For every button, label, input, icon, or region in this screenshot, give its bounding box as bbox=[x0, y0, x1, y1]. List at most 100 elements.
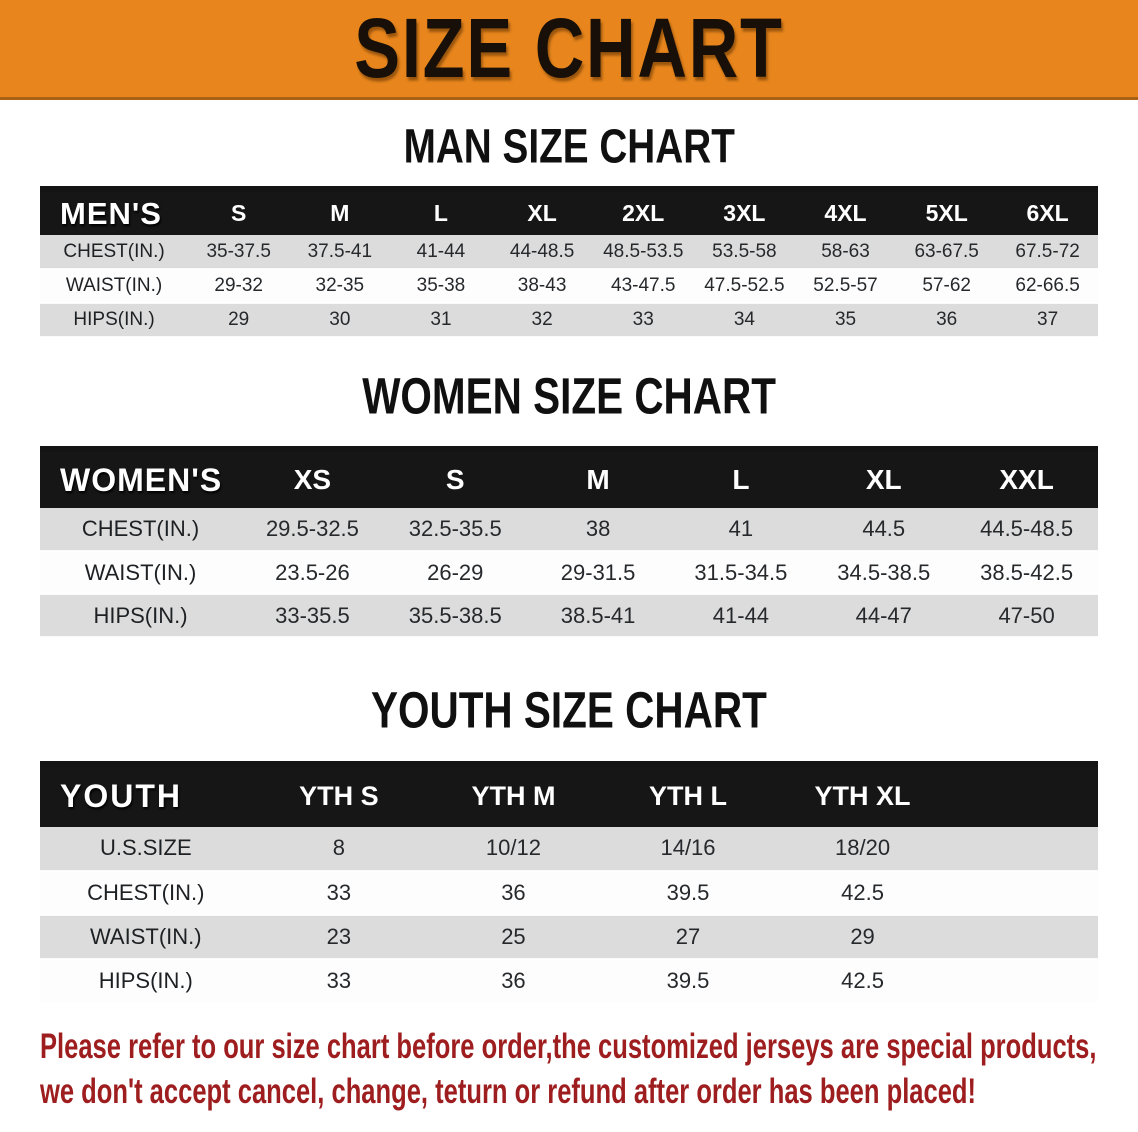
size-cell: 42.5 bbox=[841, 967, 884, 993]
size-column-header: YTH S bbox=[299, 781, 379, 812]
size-cell: 41 bbox=[728, 516, 754, 542]
size-cell: 33 bbox=[326, 967, 352, 993]
size-column-header: XL bbox=[865, 464, 902, 496]
size-cell: 57-62 bbox=[922, 275, 971, 297]
size-column-header: XL bbox=[527, 200, 557, 227]
size-cell: 38.5-41 bbox=[560, 602, 636, 628]
size-column-header: 2XL bbox=[622, 200, 665, 227]
size-cell: 38.5-42.5 bbox=[980, 559, 1074, 585]
size-cell: 30 bbox=[329, 309, 351, 331]
women-section-heading: WOMEN SIZE CHART bbox=[0, 367, 1138, 425]
row-label: HIPS(IN.) bbox=[93, 602, 188, 628]
row-label: HIPS(IN.) bbox=[73, 309, 155, 331]
table-title-cell: WOMEN'S bbox=[60, 461, 223, 498]
spacer-cell bbox=[950, 915, 1098, 959]
size-cell: 44-48.5 bbox=[509, 240, 575, 262]
size-column-header: M bbox=[330, 200, 350, 227]
size-column-header: S bbox=[445, 464, 465, 496]
row-label: CHEST(IN.) bbox=[63, 240, 165, 262]
size-cell: 35-38 bbox=[416, 275, 466, 297]
row-label: CHEST(IN.) bbox=[87, 879, 205, 905]
size-cell: 35 bbox=[834, 309, 857, 331]
row-label: WAIST(IN.) bbox=[89, 923, 202, 949]
table-header-row: MEN'S S M L XL 2XL 3XL 4XL 5XL 6XL bbox=[40, 189, 1098, 236]
youth-section-heading-text: YOUTH SIZE CHART bbox=[371, 681, 767, 740]
row-label: U.S.SIZE bbox=[99, 835, 192, 861]
size-cell: 29-31.5 bbox=[560, 559, 636, 585]
spacer-cell bbox=[950, 959, 1098, 1003]
size-cell: 33 bbox=[632, 309, 654, 331]
size-cell: 53.5-58 bbox=[712, 240, 777, 262]
size-cell: 10/12 bbox=[485, 835, 541, 861]
size-cell: 44.5 bbox=[862, 516, 906, 542]
size-column-header: YTH L bbox=[649, 781, 727, 812]
disclaimer-note: Please refer to our size chart before or… bbox=[40, 1024, 1138, 1114]
men-section-heading: MAN SIZE CHART bbox=[0, 121, 1138, 172]
size-cell: 38 bbox=[585, 516, 611, 542]
size-cell: 36 bbox=[501, 967, 526, 993]
size-cell: 26-29 bbox=[427, 559, 484, 585]
size-cell: 29-32 bbox=[214, 275, 263, 297]
size-cell: 32-35 bbox=[315, 275, 365, 297]
table-row: HIPS(IN.) 29 30 31 32 33 34 35 36 37 bbox=[40, 303, 1098, 338]
size-cell: 23 bbox=[326, 923, 352, 949]
youth-section-heading: YOUTH SIZE CHART bbox=[0, 681, 1138, 740]
size-cell: 8 bbox=[332, 835, 345, 861]
table-title-cell: YOUTH bbox=[60, 778, 182, 815]
table-row: U.S.SIZE 8 10/12 14/16 18/20 bbox=[40, 826, 1098, 871]
size-column-header: 4XL bbox=[824, 200, 867, 227]
size-column-header: 3XL bbox=[723, 200, 766, 227]
size-cell: 18/20 bbox=[835, 835, 891, 861]
size-column-header: M bbox=[586, 464, 610, 496]
size-cell: 37 bbox=[1037, 309, 1059, 331]
size-cell: 33 bbox=[326, 879, 352, 905]
size-cell: 33-35.5 bbox=[275, 602, 350, 628]
size-column-header: 6XL bbox=[1026, 200, 1069, 227]
size-column-header: YTH XL bbox=[814, 781, 911, 812]
size-cell: 32 bbox=[531, 309, 553, 331]
table-row: WAIST(IN.) 23.5-26 26-29 29-31.5 31.5-34.5 34… bbox=[40, 551, 1098, 595]
size-cell: 36 bbox=[936, 309, 958, 331]
women-section-heading-text: WOMEN SIZE CHART bbox=[362, 367, 776, 425]
size-column-header: XXL bbox=[999, 464, 1054, 496]
men-size-table: MEN'S S M L XL 2XL 3XL 4XL 5XL 6XL CHEST(IN.) 35-37… bbox=[40, 186, 1098, 339]
size-cell: 31 bbox=[430, 309, 452, 331]
size-cell: 42.5 bbox=[841, 879, 884, 905]
size-column-header: S bbox=[231, 200, 247, 227]
size-cell: 43-47.5 bbox=[611, 275, 676, 297]
table-title-cell: MEN'S bbox=[60, 195, 162, 231]
size-column-header: XS bbox=[293, 464, 332, 496]
size-cell: 35-37.5 bbox=[206, 240, 271, 262]
size-cell: 47.5-52.5 bbox=[704, 275, 785, 297]
size-cell: 38-43 bbox=[517, 275, 567, 297]
size-cell: 44-47 bbox=[855, 602, 912, 628]
size-cell: 58-63 bbox=[821, 240, 870, 262]
table-header-row: WOMEN'S XS S M L XL XXL bbox=[40, 449, 1098, 509]
size-cell: 41-44 bbox=[416, 240, 466, 262]
table-row: WAIST(IN.) 29-32 32-35 35-38 38-43 43-47.5 47.… bbox=[40, 269, 1098, 304]
size-cell: 39.5 bbox=[666, 967, 710, 993]
size-cell: 41-44 bbox=[712, 602, 770, 628]
size-cell: 37.5-41 bbox=[307, 240, 373, 262]
row-label: WAIST(IN.) bbox=[84, 559, 197, 585]
size-cell: 29 bbox=[850, 923, 875, 949]
table-header-row: YOUTH YTH S YTH M YTH L YTH XL bbox=[40, 763, 1098, 827]
disclaimer-line-2-text: we don't accept cancel, change, teturn o… bbox=[40, 1071, 977, 1111]
table-row: HIPS(IN.) 33 36 39.5 42.5 bbox=[40, 958, 1098, 1003]
size-column-header: L bbox=[433, 200, 448, 227]
size-cell: 39.5 bbox=[666, 879, 710, 905]
women-size-table: WOMEN'S XS S M L XL XXL CHEST(IN.) 29.5-32.5 32.5… bbox=[40, 446, 1098, 639]
size-column-header: 5XL bbox=[925, 200, 968, 227]
youth-size-table: YOUTH YTH S YTH M YTH L YTH XL U.S.SIZE 8 10/12… bbox=[40, 760, 1098, 1004]
row-label: CHEST(IN.) bbox=[81, 516, 200, 542]
size-chart-body: MAN SIZE CHART MEN'S S M L XL 2XL 3XL 4XL 5XL 6XL… bbox=[0, 121, 1138, 1114]
size-cell: 27 bbox=[675, 923, 701, 949]
banner-title: SIZE CHART bbox=[354, 0, 784, 96]
size-cell: 25 bbox=[501, 923, 526, 949]
size-cell: 48.5-53.5 bbox=[603, 240, 684, 262]
size-cell: 35.5-38.5 bbox=[408, 602, 502, 628]
size-cell: 29 bbox=[228, 309, 250, 331]
size-cell: 32.5-35.5 bbox=[408, 516, 502, 542]
size-cell: 63-67.5 bbox=[914, 240, 979, 262]
table-row: CHEST(IN.) 33 36 39.5 42.5 bbox=[40, 870, 1098, 915]
